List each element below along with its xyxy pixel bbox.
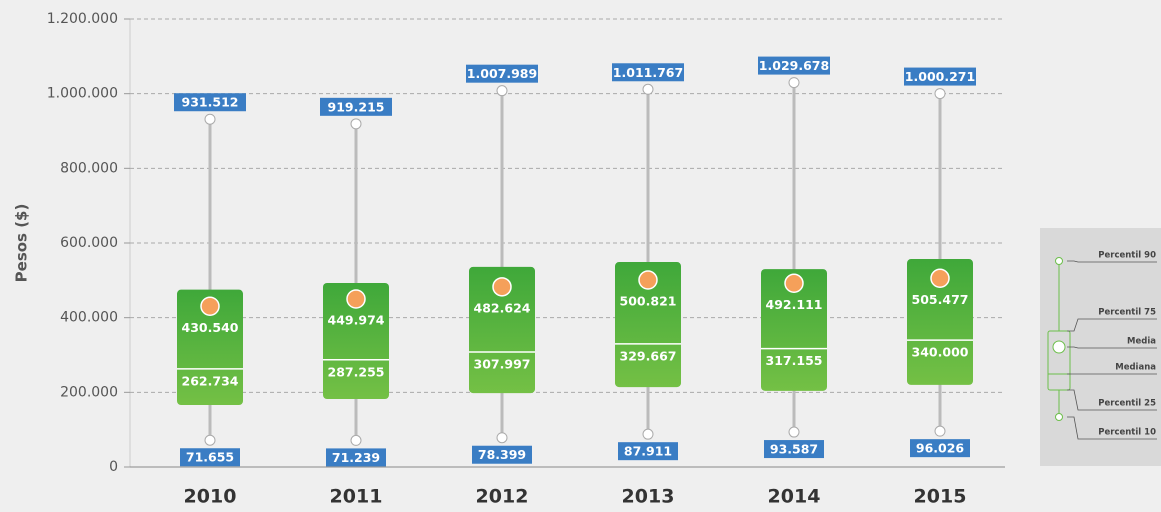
value-label: 1.029.678 — [759, 58, 829, 73]
box — [907, 259, 973, 385]
mean-label: 482.624 — [474, 300, 531, 315]
value-label-bg — [180, 448, 240, 467]
p10-marker — [642, 428, 654, 440]
x-tick-label: 2010 — [184, 486, 237, 508]
value-label: 71.239 — [332, 450, 380, 465]
value-label-bg — [326, 448, 386, 467]
mean-label: 430.540 — [182, 320, 239, 335]
value-label: 919.215 — [328, 99, 385, 114]
box — [323, 282, 389, 400]
median-label: 340.000 — [912, 345, 969, 360]
value-label: 78.399 — [478, 447, 526, 462]
x-tick-label: 2011 — [330, 486, 383, 508]
legend-label: Percentil 25 — [1098, 399, 1156, 409]
mean-marker — [930, 268, 950, 289]
legend-bottom — [1055, 413, 1063, 421]
value-label: 1.007.989 — [467, 66, 537, 81]
value-label-bg — [618, 442, 678, 461]
legend-label: Percentil 75 — [1098, 308, 1156, 318]
box — [761, 269, 827, 391]
mean-label: 500.821 — [620, 294, 677, 309]
y-tick-label: 800.000 — [60, 160, 118, 176]
box — [615, 262, 681, 388]
value-label-bg — [466, 64, 538, 83]
median-label: 262.734 — [182, 373, 239, 388]
x-tick-label: 2012 — [476, 486, 529, 508]
value-label: 93.587 — [770, 442, 818, 457]
legend-label: Percentil 90 — [1098, 251, 1156, 261]
legend-connector — [1067, 389, 1157, 411]
legend-connector — [1067, 416, 1157, 440]
p90-marker — [496, 85, 508, 97]
value-label-bg — [764, 440, 824, 459]
y-tick-label: 200.000 — [60, 384, 118, 400]
p10-marker — [350, 434, 362, 446]
median-label: 307.997 — [474, 357, 531, 372]
mean-label: 492.111 — [766, 297, 823, 312]
p90-marker — [350, 118, 362, 130]
x-tick-label: 2013 — [622, 486, 675, 508]
p90-marker — [788, 77, 800, 89]
p10-marker — [934, 425, 946, 437]
x-tick-label: 2014 — [768, 486, 821, 508]
legend-connector — [1067, 318, 1157, 332]
box — [177, 289, 243, 406]
mean-marker — [492, 277, 512, 297]
p10-marker — [788, 426, 800, 438]
value-label-bg — [472, 445, 532, 464]
value-label: 87.911 — [624, 444, 672, 459]
mean-marker — [346, 289, 366, 309]
y-tick-label: 0 — [109, 459, 118, 475]
y-axis-label: Pesos ($) — [13, 204, 31, 283]
legend-top — [1055, 257, 1063, 265]
y-tick-label: 400.000 — [60, 310, 118, 326]
mean-label: 505.477 — [912, 292, 969, 307]
x-tick-label: 2015 — [914, 486, 967, 508]
legend-mean — [1052, 340, 1066, 354]
median-label: 287.255 — [328, 364, 385, 379]
legend-connector — [1067, 346, 1157, 349]
value-label-bg — [910, 439, 970, 458]
value-label: 1.011.767 — [613, 65, 683, 80]
mean-marker — [200, 296, 220, 317]
value-label-bg — [174, 93, 246, 112]
median-label: 317.155 — [766, 353, 823, 368]
value-label-bg — [904, 67, 976, 86]
value-label: 71.655 — [186, 450, 234, 465]
y-tick-label: 1.000.000 — [47, 86, 118, 102]
median-label: 329.667 — [620, 348, 677, 363]
p90-marker — [642, 83, 654, 95]
legend-box — [1047, 330, 1071, 391]
legend-label: Mediana — [1115, 363, 1156, 373]
mean-marker — [638, 270, 658, 290]
value-label: 931.512 — [182, 95, 239, 110]
p10-marker — [204, 434, 216, 446]
legend-label: Media — [1127, 337, 1156, 347]
value-label: 96.026 — [916, 441, 965, 456]
mean-label: 449.974 — [328, 313, 385, 328]
mean-marker — [784, 273, 804, 294]
p90-marker — [934, 88, 946, 100]
box — [469, 266, 535, 394]
legend-label: Percentil 10 — [1098, 428, 1156, 438]
value-label-bg — [320, 97, 392, 116]
legend-connector — [1067, 260, 1157, 263]
p10-marker — [496, 432, 508, 444]
y-tick-label: 1.200.000 — [47, 11, 118, 27]
value-label-bg — [758, 56, 830, 75]
p90-marker — [204, 113, 216, 125]
y-tick-label: 600.000 — [60, 235, 118, 251]
value-label-bg — [612, 63, 684, 82]
value-label: 1.000.271 — [905, 69, 975, 84]
